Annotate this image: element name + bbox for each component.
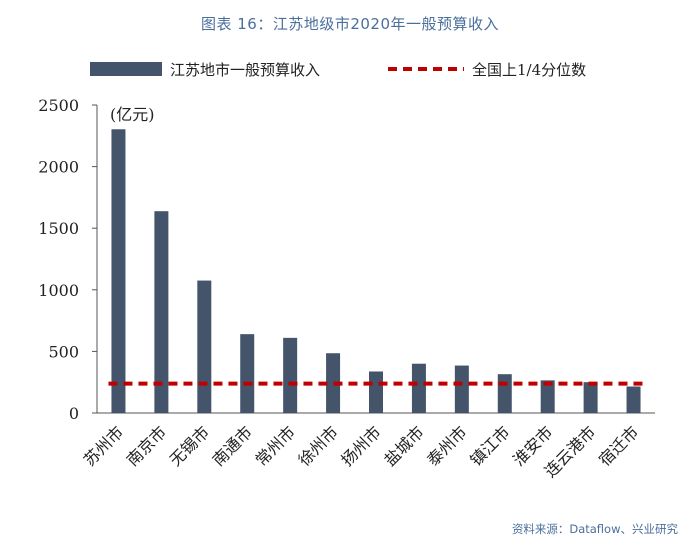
bar-8 bbox=[411, 363, 426, 413]
legend-bar-swatch bbox=[90, 62, 162, 76]
bar-10 bbox=[497, 374, 512, 413]
bar-11 bbox=[540, 380, 555, 413]
category-label: 南通市 bbox=[209, 422, 256, 469]
category-label: 泰州市 bbox=[423, 422, 470, 469]
bar-6 bbox=[326, 353, 341, 413]
unit-label: (亿元) bbox=[110, 105, 155, 124]
bar-2 bbox=[154, 211, 169, 413]
category-label: 无锡市 bbox=[166, 422, 213, 469]
bar-1 bbox=[111, 129, 126, 414]
category-label: 宿迁市 bbox=[595, 422, 642, 469]
y-tick-label: 2000 bbox=[38, 158, 79, 177]
legend-label-quartile: 全国上1/4分位数 bbox=[472, 61, 586, 79]
category-label: 南京市 bbox=[123, 422, 170, 469]
y-tick-label: 2500 bbox=[38, 96, 79, 115]
legend: 江苏地市一般预算收入 全国上1/4分位数 bbox=[90, 61, 586, 79]
y-tick-label: 500 bbox=[48, 342, 79, 361]
category-label: 苏州市 bbox=[80, 422, 127, 469]
category-label: 徐州市 bbox=[295, 422, 342, 469]
bar-3 bbox=[197, 280, 212, 413]
category-label: 镇江市 bbox=[466, 422, 513, 469]
category-label: 常州市 bbox=[252, 422, 299, 469]
category-label: 扬州市 bbox=[337, 422, 384, 469]
y-tick-label: 1000 bbox=[38, 281, 79, 300]
bar-13 bbox=[626, 386, 641, 413]
bar-5 bbox=[283, 337, 298, 413]
chart-title: 图表 16：江苏地级市2020年一般预算收入 bbox=[200, 15, 500, 33]
y-tick-label: 0 bbox=[69, 404, 79, 423]
bar-4 bbox=[240, 334, 255, 413]
source-note: 资料来源：Dataflow、兴业研究 bbox=[511, 522, 678, 536]
bar-9 bbox=[454, 365, 469, 413]
legend-label-revenue: 江苏地市一般预算收入 bbox=[170, 61, 320, 79]
y-tick-label: 1500 bbox=[38, 219, 79, 238]
category-label: 盐城市 bbox=[380, 422, 427, 469]
bar-7 bbox=[369, 371, 383, 413]
bar-12 bbox=[583, 382, 598, 413]
